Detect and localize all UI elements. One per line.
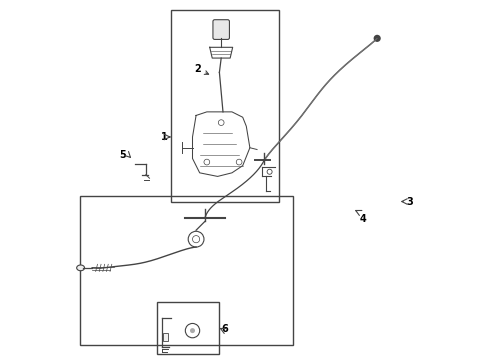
Text: 2: 2 xyxy=(193,64,208,75)
Bar xyxy=(171,10,278,202)
Text: 5: 5 xyxy=(119,150,126,160)
FancyBboxPatch shape xyxy=(212,20,229,40)
Bar xyxy=(80,196,292,345)
Bar xyxy=(163,333,168,341)
Ellipse shape xyxy=(77,265,84,271)
Circle shape xyxy=(190,328,195,333)
Circle shape xyxy=(373,35,380,42)
Text: 4: 4 xyxy=(359,215,366,224)
Bar xyxy=(156,302,219,354)
Text: 1: 1 xyxy=(160,132,167,142)
Text: 6: 6 xyxy=(221,324,228,334)
Text: 3: 3 xyxy=(405,197,412,207)
